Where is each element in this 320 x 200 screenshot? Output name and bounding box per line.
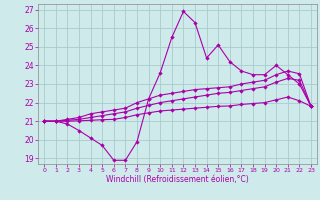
X-axis label: Windchill (Refroidissement éolien,°C): Windchill (Refroidissement éolien,°C) — [106, 175, 249, 184]
